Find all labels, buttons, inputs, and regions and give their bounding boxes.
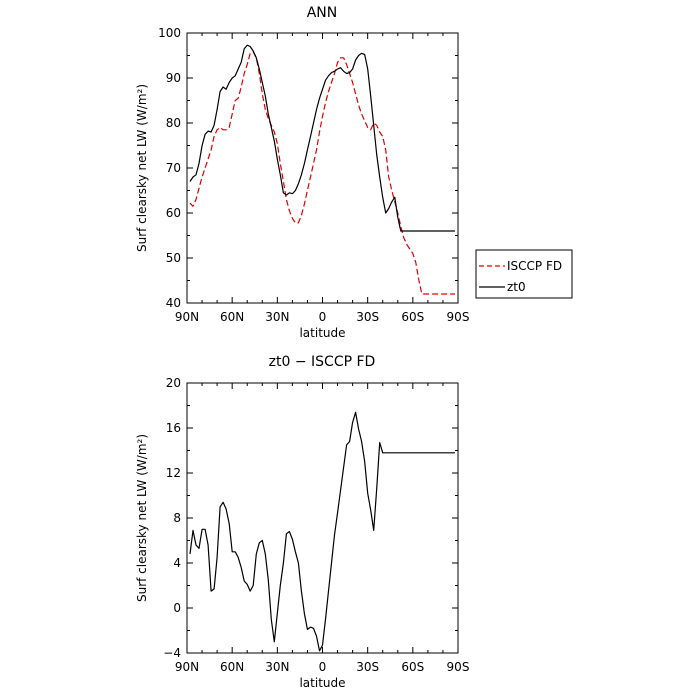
bottom-y-tick-label: 4 [173, 556, 181, 570]
top-x-axis-label: latitude [299, 326, 345, 340]
bottom-y-tick-label: 12 [166, 466, 181, 480]
top-plot-frame [186, 32, 459, 304]
top-x-tick-label: 30N [265, 310, 289, 324]
bottom-y-tick-label: 0 [173, 601, 181, 615]
top-y-tick-label: 80 [166, 116, 181, 130]
top-y-tick-label: 50 [166, 251, 181, 265]
bottom-x-tick-label: 90N [175, 660, 199, 674]
top-y-axis-label: Surf clearsky net LW (W/m²) [135, 84, 149, 252]
bottom-chart-title: zt0 − ISCCP FD [269, 354, 376, 370]
top-series-zt0-line [189, 44, 455, 232]
top-chart: 90N 60N 30N 0 30S 60S 90S 40 50 60 70 80 90 100 latitu… [135, 26, 469, 340]
top-y-tick-label: 40 [166, 296, 181, 310]
top-y-tick-label: 60 [166, 206, 181, 220]
top-series-isccp-fd-line [189, 51, 455, 295]
legend-label-isccp-fd: ISCCP FD [507, 259, 562, 273]
bottom-y-tick-label: 20 [166, 376, 181, 390]
bottom-x-tick-label: 60S [401, 660, 424, 674]
top-y-tick-label: 90 [166, 71, 181, 85]
legend: ISCCP FD zt0 [475, 249, 573, 299]
top-x-tick-label: 90N [175, 310, 199, 324]
top-x-tick-label: 0 [319, 310, 327, 324]
bottom-x-axis-label: latitude [299, 676, 345, 690]
bottom-x-tick-label: 60N [220, 660, 244, 674]
bottom-series-diff-line [189, 411, 455, 652]
top-chart-title: ANN [307, 5, 338, 21]
bottom-y-tick-label: 16 [166, 421, 181, 435]
top-y-tick-label: 100 [158, 26, 181, 40]
legend-label-zt0: zt0 [507, 280, 526, 294]
top-x-tick-label: 60S [401, 310, 424, 324]
bottom-chart: 90N 60N 30N 0 30S 60S 90S −4 0 4 8 12 16 20 latitude Su… [135, 376, 469, 690]
bottom-y-tick-label: 8 [173, 511, 181, 525]
top-x-tick-label: 90S [447, 310, 470, 324]
bottom-x-tick-label: 0 [319, 660, 327, 674]
top-x-tick-label: 30S [356, 310, 379, 324]
top-x-tick-label: 60N [220, 310, 244, 324]
top-y-tick-label: 70 [166, 161, 181, 175]
bottom-x-tick-label: 30S [356, 660, 379, 674]
bottom-y-tick-label: −4 [163, 646, 181, 660]
legend-box [475, 249, 573, 299]
bottom-x-tick-label: 90S [447, 660, 470, 674]
bottom-x-tick-label: 30N [265, 660, 289, 674]
bottom-y-axis-label: Surf clearsky net LW (W/m²) [135, 434, 149, 602]
